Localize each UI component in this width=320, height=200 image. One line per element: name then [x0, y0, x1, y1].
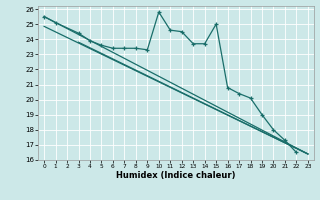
X-axis label: Humidex (Indice chaleur): Humidex (Indice chaleur): [116, 171, 236, 180]
